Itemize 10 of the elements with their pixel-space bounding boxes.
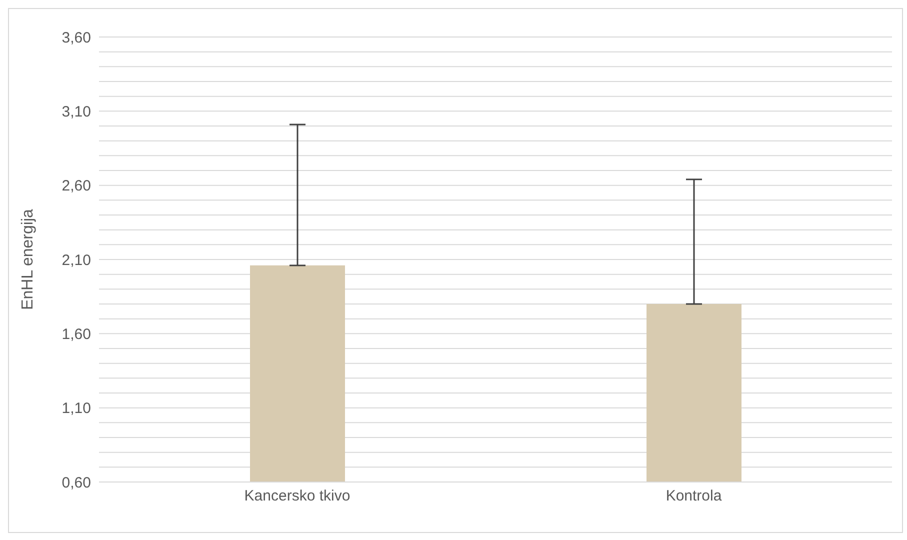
y-tick-label: 1,60 <box>62 326 91 343</box>
y-tick-label: 3,10 <box>62 103 91 120</box>
y-tick-label: 0,60 <box>62 474 91 492</box>
y-tick-label: 1,10 <box>62 400 91 418</box>
y-tick-label: 3,60 <box>62 29 91 46</box>
x-tick-label: Kontrola <box>666 488 722 505</box>
x-tick-label: Kancersko tkivo <box>244 488 350 505</box>
y-tick-label: 2,60 <box>62 178 91 195</box>
y-tick-label: 2,10 <box>62 252 91 269</box>
y-axis-title: EnHL energija <box>20 209 37 310</box>
